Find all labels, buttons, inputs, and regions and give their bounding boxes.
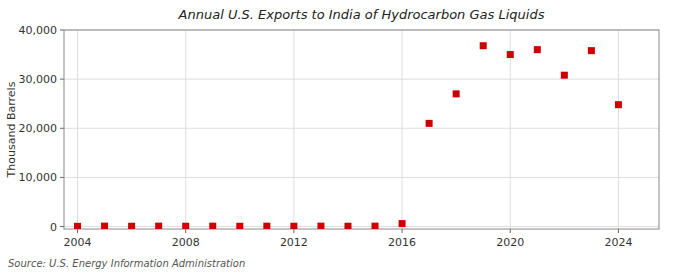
point xyxy=(344,223,351,229)
grid-line xyxy=(510,30,511,229)
tick xyxy=(60,30,64,31)
grid-line xyxy=(185,30,186,229)
tick-label: 0 xyxy=(50,221,57,234)
points xyxy=(74,42,622,229)
point xyxy=(209,223,216,229)
point xyxy=(588,47,595,54)
point xyxy=(182,223,189,229)
tick-label: 20,000 xyxy=(19,122,58,135)
point xyxy=(290,223,297,229)
tick-label: 2020 xyxy=(496,236,524,249)
tick-label: 10,000 xyxy=(19,171,58,184)
tick-label: 2012 xyxy=(280,236,308,249)
point xyxy=(453,90,460,97)
tick xyxy=(60,226,64,227)
title: Annual U.S. Exports to India of Hydrocar… xyxy=(178,7,545,22)
grid-line xyxy=(77,30,78,229)
grid-line xyxy=(64,79,659,80)
tick-label: 2024 xyxy=(604,236,632,249)
tick xyxy=(77,229,78,233)
point xyxy=(399,220,406,227)
tick xyxy=(60,177,64,178)
grid-line xyxy=(402,30,403,229)
tick xyxy=(618,229,619,233)
tick-label: 2008 xyxy=(172,236,200,249)
tick-label: 30,000 xyxy=(19,73,58,86)
point xyxy=(263,223,270,229)
axes: 0 10,000 20,000 30,000 40,000 2004 2008 2012 201… xyxy=(19,24,660,249)
grid-line xyxy=(64,177,659,178)
point xyxy=(372,223,379,229)
tick-label: 2004 xyxy=(64,236,92,249)
point xyxy=(74,223,81,229)
point xyxy=(507,51,514,58)
tick-label: 2016 xyxy=(388,236,416,249)
tick xyxy=(60,128,64,129)
point xyxy=(101,223,108,229)
point xyxy=(534,46,541,53)
point xyxy=(615,101,622,108)
y-axis-label: Thousand Barrels xyxy=(5,81,18,178)
chart: 0 10,000 20,000 30,000 40,000 2004 2008 2012 201… xyxy=(0,0,675,275)
point xyxy=(317,223,324,229)
point xyxy=(236,223,243,229)
tick xyxy=(510,229,511,233)
tick xyxy=(402,229,403,233)
annotation: Source: U.S. Energy Information Administ… xyxy=(8,258,245,269)
grid-line xyxy=(64,128,659,129)
point xyxy=(480,42,487,49)
point xyxy=(155,223,162,229)
tick xyxy=(185,229,186,233)
grid-line xyxy=(293,30,294,229)
point xyxy=(426,120,433,127)
point xyxy=(561,72,568,79)
grid-line xyxy=(64,226,659,227)
tick xyxy=(60,79,64,80)
point xyxy=(128,223,135,229)
grid-line xyxy=(618,30,619,229)
tick-label: 40,000 xyxy=(19,24,58,37)
grid xyxy=(64,30,659,229)
tick xyxy=(293,229,294,233)
plot-frame xyxy=(64,30,659,229)
